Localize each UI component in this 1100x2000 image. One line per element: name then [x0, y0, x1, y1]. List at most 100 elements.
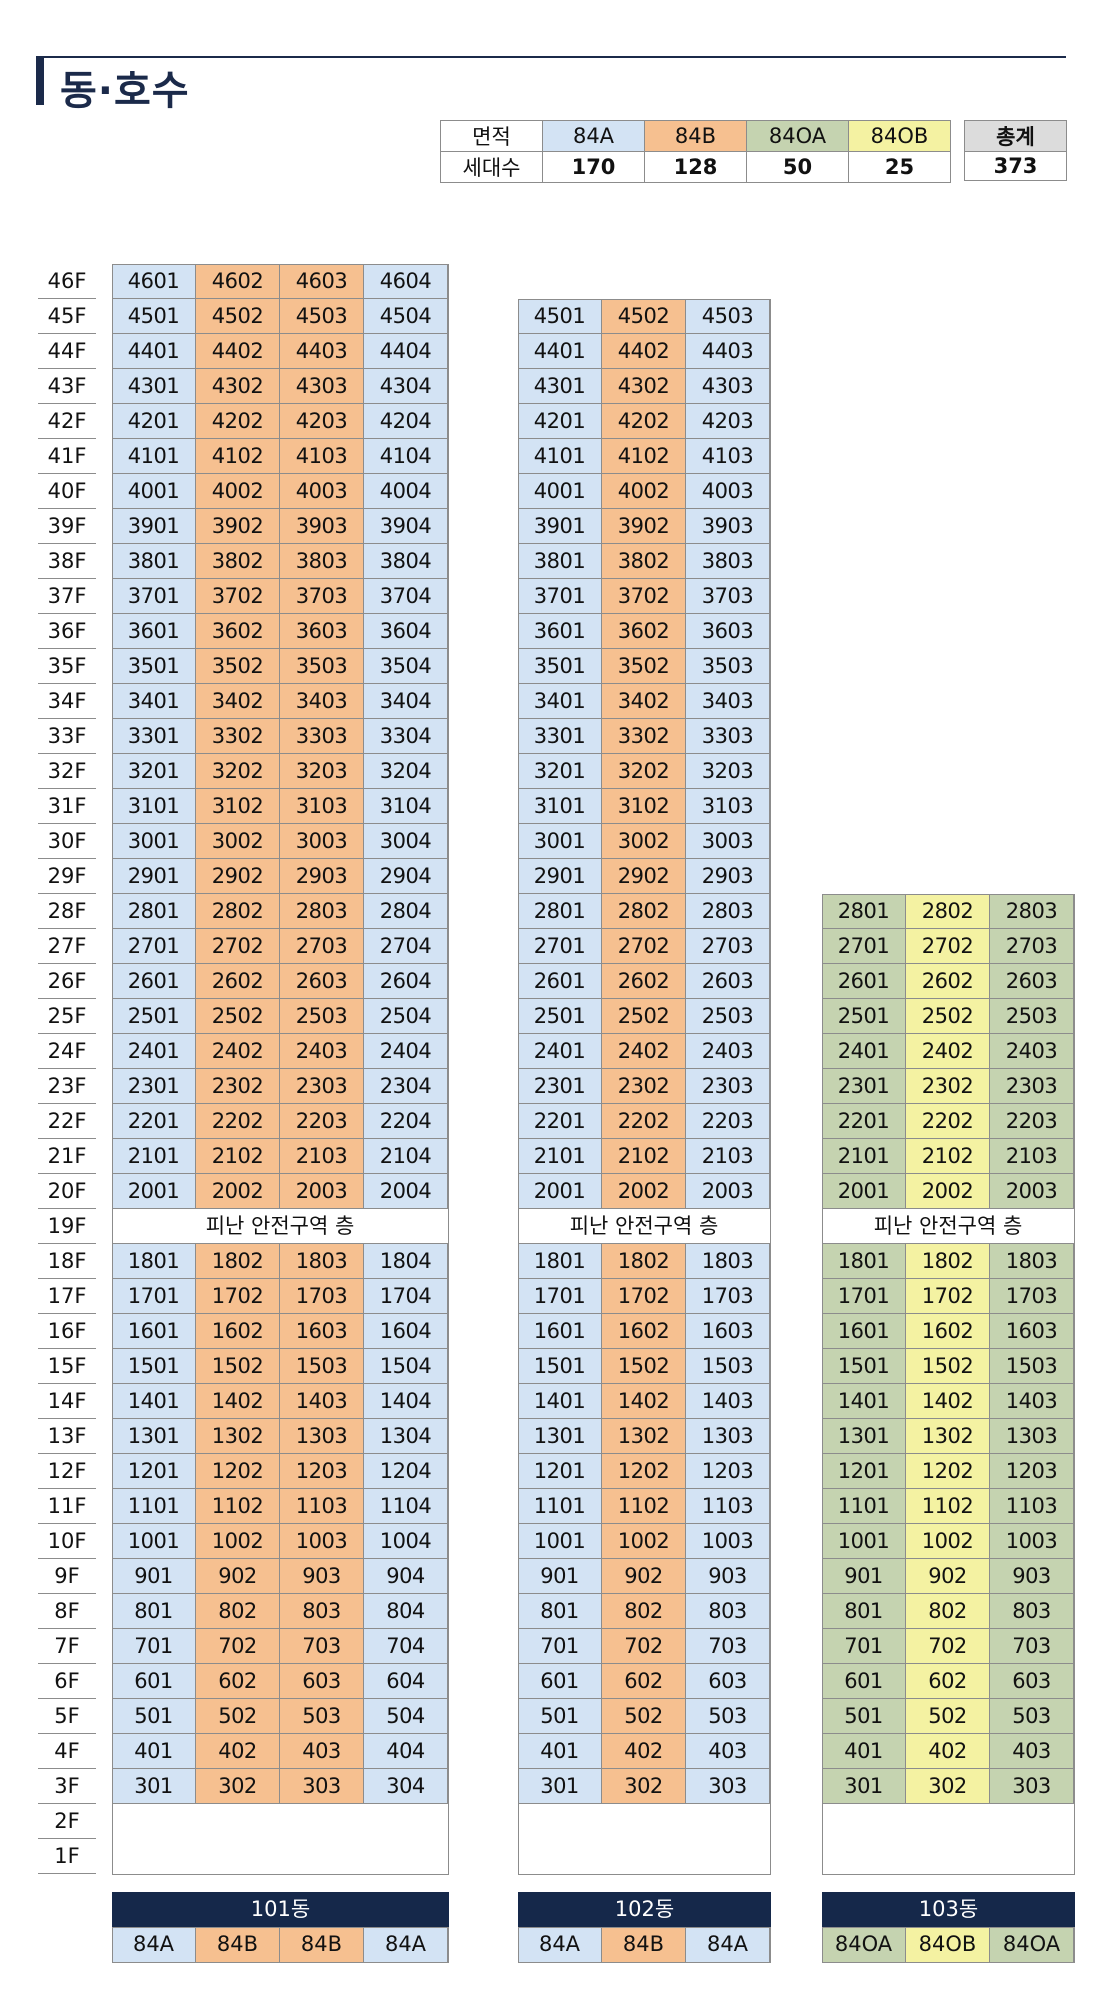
unit-cell: 3803 — [280, 544, 364, 579]
unit-cell: 1701 — [518, 1279, 602, 1314]
unit-cell: 401 — [518, 1734, 602, 1769]
unit-cell: 1201 — [822, 1454, 906, 1489]
floor-label: 1F — [38, 1839, 96, 1874]
legend-count-84a: 170 — [542, 151, 645, 183]
unit-cell: 2801 — [518, 894, 602, 929]
unit-cell: 3202 — [602, 754, 686, 789]
floor-label: 22F — [38, 1104, 96, 1139]
unit-cell: 2302 — [602, 1069, 686, 1104]
unit-cell: 702 — [196, 1629, 280, 1664]
unit-cell: 1802 — [906, 1244, 990, 1279]
unit-cell: 2602 — [196, 964, 280, 999]
floor-label: 37F — [38, 579, 96, 614]
unit-cell: 4401 — [112, 334, 196, 369]
unit-cell: 3703 — [280, 579, 364, 614]
unit-cell: 3802 — [196, 544, 280, 579]
unit-cell: 2203 — [686, 1104, 770, 1139]
legend-type-84oa: 84OA — [746, 120, 849, 152]
unit-cell: 1801 — [822, 1244, 906, 1279]
unit-cell: 3904 — [364, 509, 448, 544]
unit-cell: 3301 — [518, 719, 602, 754]
unit-cell: 2904 — [364, 859, 448, 894]
unit-cell: 2603 — [686, 964, 770, 999]
unit-cell: 3203 — [686, 754, 770, 789]
unit-cell: 1102 — [196, 1489, 280, 1524]
unit-cell: 3403 — [280, 684, 364, 719]
unit-cell: 1001 — [518, 1524, 602, 1559]
unit-type-cell: 84B — [602, 1927, 686, 1962]
unit-cell: 2303 — [686, 1069, 770, 1104]
legend-type-84b: 84B — [644, 120, 747, 152]
unit-cell: 4002 — [196, 474, 280, 509]
unit-cell: 4204 — [364, 404, 448, 439]
unit-cell: 4301 — [112, 369, 196, 404]
unit-cell: 3501 — [112, 649, 196, 684]
unit-cell: 502 — [906, 1699, 990, 1734]
unit-cell: 4201 — [112, 404, 196, 439]
refuge-floor-label: 피난 안전구역 층 — [822, 1209, 1074, 1244]
unit-cell: 1703 — [686, 1279, 770, 1314]
unit-cell: 1401 — [112, 1384, 196, 1419]
unit-cell: 703 — [990, 1629, 1074, 1664]
unit-cell: 2403 — [990, 1034, 1074, 1069]
unit-cell: 3001 — [518, 824, 602, 859]
type-legend-table: 면적 84A 84B 84OA 84OB 세대수 170 128 50 25 — [440, 120, 951, 183]
unit-cell: 1504 — [364, 1349, 448, 1384]
unit-cell: 2402 — [602, 1034, 686, 1069]
unit-cell: 3404 — [364, 684, 448, 719]
legend-area-label: 면적 — [440, 120, 543, 152]
unit-cell: 2502 — [602, 999, 686, 1034]
unit-cell: 801 — [822, 1594, 906, 1629]
floor-label: 21F — [38, 1139, 96, 1174]
floor-label: 7F — [38, 1629, 96, 1664]
unit-cell: 1304 — [364, 1419, 448, 1454]
unit-cell: 402 — [602, 1734, 686, 1769]
unit-cell: 2701 — [822, 929, 906, 964]
unit-cell: 2201 — [112, 1104, 196, 1139]
unit-cell: 3603 — [686, 614, 770, 649]
unit-cell: 2602 — [906, 964, 990, 999]
unit-cell: 4102 — [602, 439, 686, 474]
unit-cell: 2901 — [112, 859, 196, 894]
unit-cell: 1103 — [990, 1489, 1074, 1524]
unit-cell: 3602 — [602, 614, 686, 649]
unit-cell: 403 — [280, 1734, 364, 1769]
unit-cell: 2502 — [906, 999, 990, 1034]
unit-cell: 3101 — [518, 789, 602, 824]
unit-cell: 1003 — [990, 1524, 1074, 1559]
unit-cell: 1703 — [280, 1279, 364, 1314]
legend-count-row: 세대수 170 128 50 25 — [440, 151, 951, 183]
unit-cell: 403 — [686, 1734, 770, 1769]
unit-cell: 4502 — [602, 299, 686, 334]
unit-cell: 1002 — [602, 1524, 686, 1559]
unit-cell: 2402 — [906, 1034, 990, 1069]
unit-type-cell: 84A — [112, 1927, 196, 1962]
unit-cell: 2101 — [822, 1139, 906, 1174]
unit-cell: 2503 — [990, 999, 1074, 1034]
legend-type-84a: 84A — [542, 120, 645, 152]
unit-cell: 802 — [906, 1594, 990, 1629]
unit-cell: 1101 — [822, 1489, 906, 1524]
floor-label: 10F — [38, 1524, 96, 1559]
floor-label: 24F — [38, 1034, 96, 1069]
unit-cell: 602 — [196, 1664, 280, 1699]
unit-cell: 1203 — [280, 1454, 364, 1489]
unit-cell: 3701 — [112, 579, 196, 614]
floor-label: 15F — [38, 1349, 96, 1384]
unit-cell: 2903 — [686, 859, 770, 894]
unit-cell: 3901 — [112, 509, 196, 544]
unit-cell: 4501 — [112, 299, 196, 334]
unit-cell: 3503 — [686, 649, 770, 684]
unit-cell: 1303 — [280, 1419, 364, 1454]
unit-cell: 2403 — [686, 1034, 770, 1069]
page-title: 동·호수 — [60, 68, 190, 114]
unit-cell: 3903 — [686, 509, 770, 544]
unit-cell: 2202 — [602, 1104, 686, 1139]
unit-type-cell: 84OA — [990, 1927, 1074, 1962]
unit-cell: 1003 — [280, 1524, 364, 1559]
empty-floors-box — [112, 1804, 448, 1874]
floor-label: 26F — [38, 964, 96, 999]
floor-label: 28F — [38, 894, 96, 929]
unit-cell: 2004 — [364, 1174, 448, 1209]
unit-cell: 2501 — [518, 999, 602, 1034]
